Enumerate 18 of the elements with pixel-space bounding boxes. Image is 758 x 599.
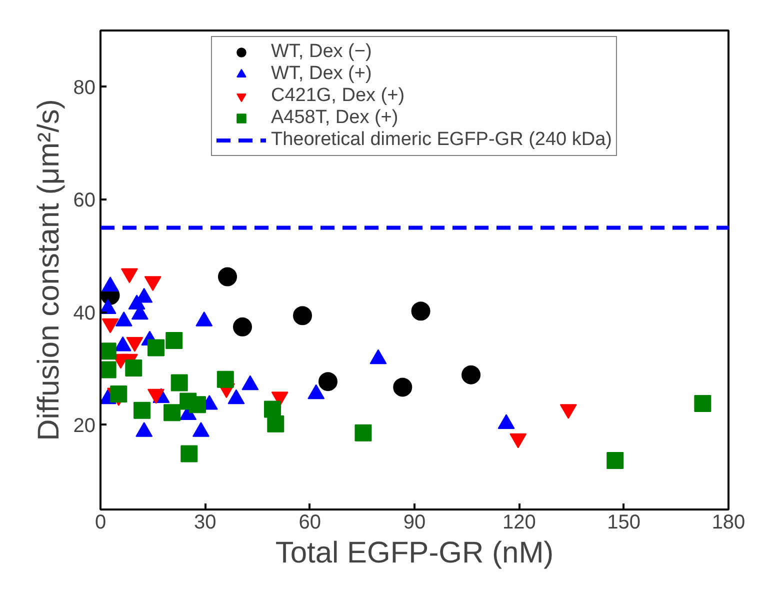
- x-tick-label: 150: [607, 512, 641, 534]
- y-tick-label: 80: [73, 76, 96, 99]
- x-tick-label: 180: [712, 512, 746, 534]
- legend-label: C421G, Dex (+): [270, 85, 405, 107]
- x-tick-label: 30: [194, 512, 216, 534]
- legend-label: WT, Dex (+): [270, 63, 372, 85]
- y-tick-label: 40: [73, 302, 96, 324]
- x-axis-title: Total EGFP-GR (nM): [275, 536, 554, 570]
- x-tick-label: 120: [502, 512, 536, 534]
- x-tick-label: 0: [94, 512, 106, 534]
- y-axis-title: Diffusion constant (μm²/s): [32, 99, 66, 441]
- legend-label: A458T, Dex (+): [270, 107, 398, 129]
- y-tick-label: 60: [73, 190, 96, 212]
- y-tick-label: 20: [73, 414, 96, 437]
- legend-label: Theoretical dimeric EGFP-GR (240 kDa): [270, 129, 612, 151]
- x-tick-label: 90: [403, 512, 426, 534]
- legend-label: WT, Dex (−): [270, 41, 372, 63]
- x-tick-label: 60: [298, 512, 321, 534]
